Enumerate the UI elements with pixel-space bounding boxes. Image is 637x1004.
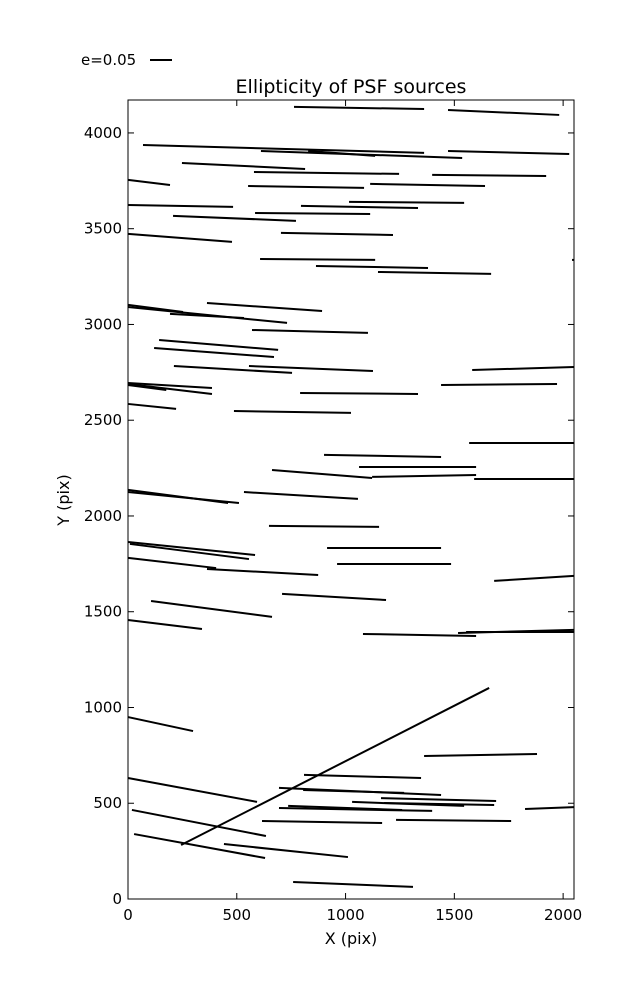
whisker (372, 473, 477, 478)
whisker (248, 365, 374, 372)
y-tick-label: 4000 (84, 124, 122, 142)
whisker (362, 632, 477, 638)
plot-frame (127, 99, 575, 900)
whisker (127, 203, 234, 208)
whisker (370, 182, 486, 187)
whisker (243, 491, 359, 500)
whisker (251, 329, 368, 334)
whisker (131, 808, 267, 837)
y-tick-label: 3500 (84, 220, 122, 238)
whisker (525, 806, 575, 810)
whisker (448, 149, 570, 156)
whisker (127, 491, 240, 504)
whisker (324, 453, 442, 458)
whisker (315, 265, 429, 269)
whisker (159, 338, 279, 351)
whisker (447, 108, 560, 116)
whisker (424, 753, 538, 757)
whisker (180, 687, 490, 846)
whisker (260, 257, 376, 261)
whisker (181, 162, 306, 170)
whisker (303, 789, 405, 794)
whisker (494, 574, 575, 582)
y-tick-label: 1000 (84, 698, 122, 716)
whisker (173, 365, 293, 374)
whisker (206, 568, 319, 576)
whisker (127, 383, 213, 395)
whisker (154, 347, 275, 359)
whisker (377, 270, 492, 275)
y-tick-label: 0 (112, 890, 122, 908)
whisker (280, 231, 394, 237)
whisker (233, 410, 352, 414)
whisker (253, 171, 400, 175)
chart-title: Ellipticity of PSF sources (236, 76, 467, 98)
whisker (127, 556, 217, 570)
x-tick-label: 1000 (326, 906, 364, 924)
whisker (129, 542, 250, 561)
whisker (206, 302, 323, 313)
whisker (300, 204, 419, 210)
whisker (127, 382, 213, 390)
y-tick-label: 2000 (84, 507, 122, 525)
whisker (142, 144, 425, 154)
whisker (281, 592, 387, 602)
y-tick-label: 2500 (84, 411, 122, 429)
whisker (396, 818, 512, 823)
whisker (472, 365, 575, 372)
whisker (293, 105, 425, 111)
x-tick-label: 500 (222, 906, 251, 924)
whisker (127, 541, 256, 557)
whisker (308, 149, 376, 157)
x-axis-label: X (pix) (325, 929, 378, 948)
whisker (127, 618, 203, 630)
whisker (255, 211, 371, 215)
whisker (127, 716, 194, 733)
whisker (127, 383, 167, 391)
whisker (278, 807, 433, 812)
whisker (127, 178, 171, 187)
whisker (223, 843, 349, 859)
whisker (303, 773, 422, 779)
y-axis-label: Y (pix) (54, 474, 73, 526)
whisker (150, 600, 273, 618)
x-tick-label: 2000 (544, 906, 582, 924)
whisker (271, 469, 373, 480)
whisker (172, 214, 296, 222)
whisker (349, 200, 465, 204)
whisker (127, 232, 233, 243)
x-tick-label: 0 (123, 906, 133, 924)
whisker (293, 880, 414, 888)
whisker (169, 312, 245, 319)
whisker (262, 820, 383, 824)
whisker (384, 802, 495, 806)
whisker (300, 392, 419, 395)
y-tick-label: 1500 (84, 603, 122, 621)
whisker (432, 173, 547, 178)
whisker (268, 524, 380, 528)
whisker (127, 402, 177, 410)
whisker (441, 383, 558, 386)
whisker (127, 776, 258, 803)
y-tick-label: 500 (93, 794, 122, 812)
x-tick-label: 1500 (435, 906, 473, 924)
whisker (380, 797, 497, 802)
whisker (248, 184, 365, 189)
legend-label: e=0.05 (81, 51, 136, 69)
y-tick-label: 3000 (84, 315, 122, 333)
whisker (133, 833, 266, 859)
